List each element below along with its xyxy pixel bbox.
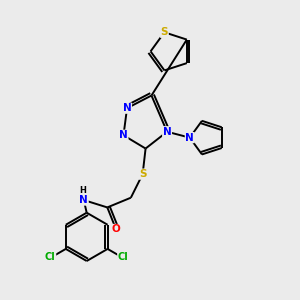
Text: N: N bbox=[80, 195, 88, 205]
Text: N: N bbox=[123, 103, 131, 113]
Text: O: O bbox=[112, 224, 121, 235]
Text: N: N bbox=[163, 127, 172, 137]
Text: N: N bbox=[119, 130, 128, 140]
Text: S: S bbox=[139, 169, 146, 179]
Text: Cl: Cl bbox=[118, 252, 128, 262]
Text: H: H bbox=[79, 186, 86, 195]
Text: Cl: Cl bbox=[45, 252, 56, 262]
Text: S: S bbox=[161, 27, 168, 37]
Text: N: N bbox=[185, 133, 194, 142]
